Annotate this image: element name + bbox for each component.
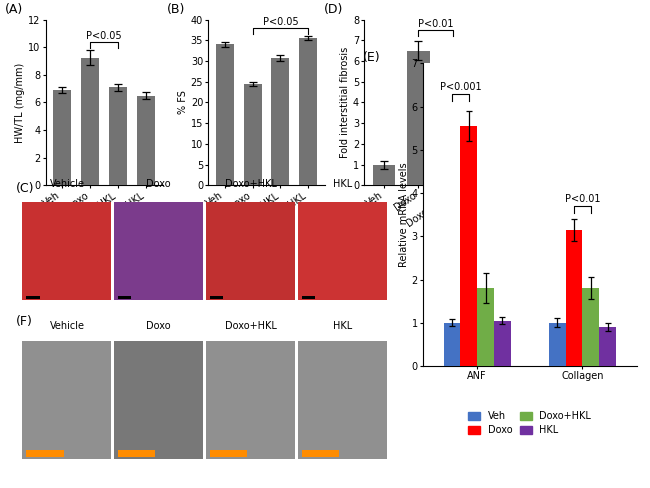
Bar	[299, 38, 317, 185]
Text: HKL: HKL	[333, 179, 352, 189]
Bar	[114, 202, 203, 300]
Text: Vehicle: Vehicle	[49, 321, 84, 331]
Text: Doxo+HKL: Doxo+HKL	[225, 179, 277, 189]
Bar	[216, 44, 234, 185]
Bar	[494, 321, 511, 366]
Bar	[302, 296, 315, 299]
Bar	[206, 202, 295, 300]
Bar	[599, 327, 616, 366]
Bar	[114, 341, 203, 459]
Bar	[210, 296, 224, 299]
Bar	[373, 164, 395, 185]
Legend: Veh, Doxo, Doxo+HKL, HKL: Veh, Doxo, Doxo+HKL, HKL	[464, 407, 595, 439]
Text: P<0.01: P<0.01	[418, 19, 453, 29]
Bar	[118, 450, 155, 457]
Y-axis label: % FS: % FS	[178, 91, 188, 114]
Bar	[244, 84, 261, 185]
Text: Doxo: Doxo	[146, 179, 171, 189]
Bar	[109, 87, 127, 185]
Text: (C): (C)	[16, 182, 34, 195]
Bar	[206, 341, 295, 459]
Bar	[460, 126, 477, 366]
Bar	[441, 136, 463, 185]
Bar	[549, 323, 566, 366]
Text: P<0.01: P<0.01	[565, 194, 600, 204]
Bar	[118, 296, 131, 299]
Bar	[408, 51, 430, 185]
Bar	[210, 450, 247, 457]
Bar	[443, 323, 460, 366]
Bar	[566, 230, 582, 366]
Text: (A): (A)	[5, 3, 23, 16]
Bar	[23, 202, 111, 300]
Text: Doxo: Doxo	[146, 321, 171, 331]
Bar	[302, 450, 339, 457]
Bar	[53, 90, 72, 185]
Text: (B): (B)	[167, 3, 185, 16]
Bar	[477, 288, 494, 366]
Y-axis label: HW/TL (mg/mm): HW/TL (mg/mm)	[16, 62, 25, 142]
Bar	[476, 167, 498, 185]
Bar	[582, 288, 599, 366]
Bar	[26, 450, 64, 457]
Text: P<0.001: P<0.001	[439, 81, 481, 92]
Text: Vehicle: Vehicle	[49, 179, 84, 189]
Bar	[298, 202, 387, 300]
Text: HKL: HKL	[333, 321, 352, 331]
Y-axis label: Fold interstitial fibrosis: Fold interstitial fibrosis	[340, 47, 350, 158]
Text: (D): (D)	[324, 3, 343, 16]
Text: P<0.05: P<0.05	[263, 17, 298, 27]
Y-axis label: Relative mRNA levels: Relative mRNA levels	[398, 163, 409, 267]
Bar	[26, 296, 40, 299]
Bar	[298, 341, 387, 459]
Bar	[23, 341, 111, 459]
Text: (E): (E)	[363, 51, 380, 64]
Bar	[81, 58, 99, 185]
Text: P<0.05: P<0.05	[86, 31, 122, 41]
Text: Doxo+HKL: Doxo+HKL	[225, 321, 277, 331]
Text: (F): (F)	[16, 315, 32, 328]
Bar	[136, 96, 155, 185]
Bar	[272, 58, 289, 185]
